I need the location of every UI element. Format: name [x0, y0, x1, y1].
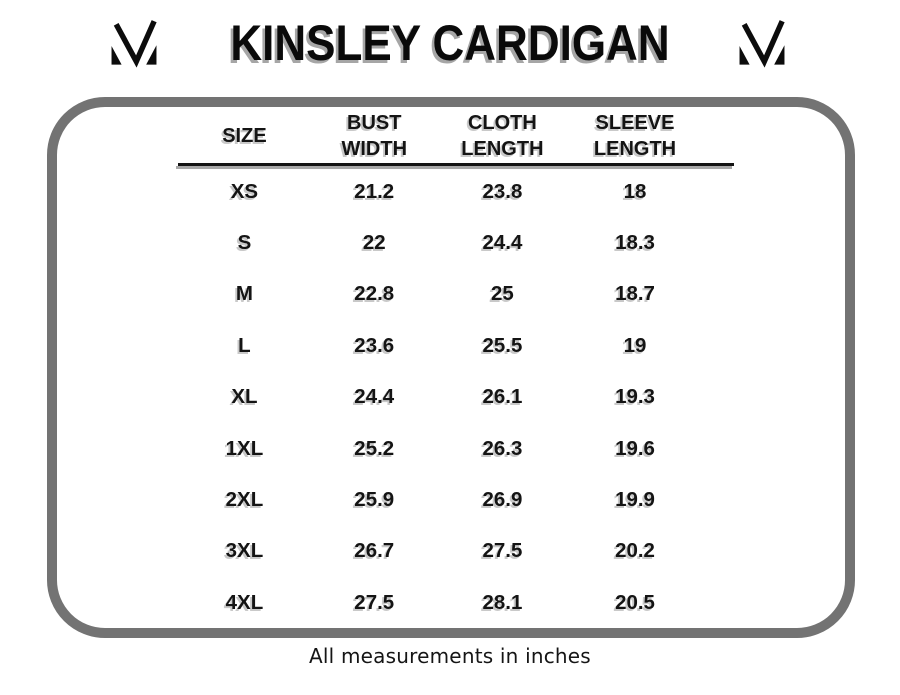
- table-cell-bust: 27.5: [354, 590, 395, 614]
- column-header-sleeve-length: SLEEVE LENGTH: [593, 112, 677, 160]
- table-cell-sleeve: 18.3: [615, 231, 655, 255]
- table-cell-size: L: [238, 333, 251, 357]
- table-cell-size: 1XL: [225, 436, 264, 460]
- table-cell-bust: 22.8: [354, 282, 395, 306]
- table-row: L 23.6 25.5 19: [178, 320, 734, 371]
- table-cell-sleeve: 18.7: [615, 282, 655, 306]
- column-header-cloth-length: CLOTH LENGTH: [461, 112, 544, 160]
- table-cell-cloth: 26.9: [482, 488, 523, 512]
- table-body: XS 21.2 23.8 18 S 22 24.4 18.3 M 22.8 25…: [178, 166, 734, 629]
- table-cell-size: S: [237, 231, 252, 255]
- table-header-row: SIZE BUST WIDTH CLOTH LENGTH SLEEVE LENGTH: [178, 110, 734, 162]
- table-row: XL 24.4 26.1 19.3: [178, 372, 734, 423]
- table-cell-sleeve: 19.6: [615, 436, 655, 460]
- table-cell-sleeve: 19.3: [615, 385, 655, 409]
- size-chart-table: SIZE BUST WIDTH CLOTH LENGTH SLEEVE LENGTH: [178, 110, 734, 162]
- page-title: KINSLEY CARDIGAN: [230, 15, 670, 71]
- table-cell-cloth: 26.1: [482, 385, 523, 409]
- table-cell-sleeve: 18: [623, 179, 647, 203]
- table-cell-cloth: 23.8: [482, 179, 523, 203]
- table-cell-size: XL: [231, 385, 258, 409]
- table-cell-sleeve: 19.9: [615, 488, 655, 512]
- table-cell-cloth: 25: [491, 282, 514, 306]
- table-cell-bust: 25.2: [354, 436, 395, 460]
- table-cell-cloth: 27.5: [482, 539, 523, 563]
- brand-logo-left: [103, 17, 165, 75]
- m-monogram-icon: [111, 20, 157, 68]
- table-cell-cloth: 25.5: [482, 333, 523, 357]
- column-header-size: SIZE: [222, 125, 267, 147]
- table-cell-sleeve: 20.5: [615, 590, 655, 614]
- table-row: 1XL 25.2 26.3 19.6: [178, 423, 734, 474]
- table-cell-bust: 21.2: [354, 179, 395, 203]
- column-header-bust-width: BUST WIDTH: [341, 112, 408, 160]
- table-cell-bust: 23.6: [354, 333, 395, 357]
- table-row: 2XL 25.9 26.9 19.9: [178, 474, 734, 525]
- header-divider-line: [178, 163, 734, 166]
- brand-logo-right: [731, 17, 793, 75]
- table-cell-size: XS: [230, 179, 259, 203]
- table-cell-size: M: [235, 282, 253, 306]
- table-cell-cloth: 26.3: [482, 436, 523, 460]
- table-cell-sleeve: 19: [623, 333, 647, 357]
- m-monogram-icon: [739, 20, 785, 68]
- size-chart-frame: [47, 97, 855, 638]
- table-cell-cloth: 28.1: [482, 590, 523, 614]
- measurements-note: All measurements in inches: [309, 644, 591, 668]
- table-row: 4XL 27.5 28.1 20.5: [178, 577, 734, 628]
- table-cell-bust: 25.9: [354, 488, 395, 512]
- table-cell-sleeve: 20.2: [615, 539, 655, 563]
- table-cell-size: 3XL: [225, 539, 264, 563]
- table-cell-bust: 26.7: [354, 539, 395, 563]
- table-cell-bust: 24.4: [354, 385, 395, 409]
- table-cell-size: 2XL: [225, 488, 264, 512]
- table-cell-cloth: 24.4: [482, 231, 523, 255]
- table-cell-size: 4XL: [225, 590, 264, 614]
- table-row: 3XL 26.7 27.5 20.2: [178, 526, 734, 577]
- table-row: S 22 24.4 18.3: [178, 217, 734, 268]
- table-cell-bust: 22: [362, 231, 386, 255]
- table-row: XS 21.2 23.8 18: [178, 166, 734, 217]
- table-row: M 22.8 25 18.7: [178, 269, 734, 320]
